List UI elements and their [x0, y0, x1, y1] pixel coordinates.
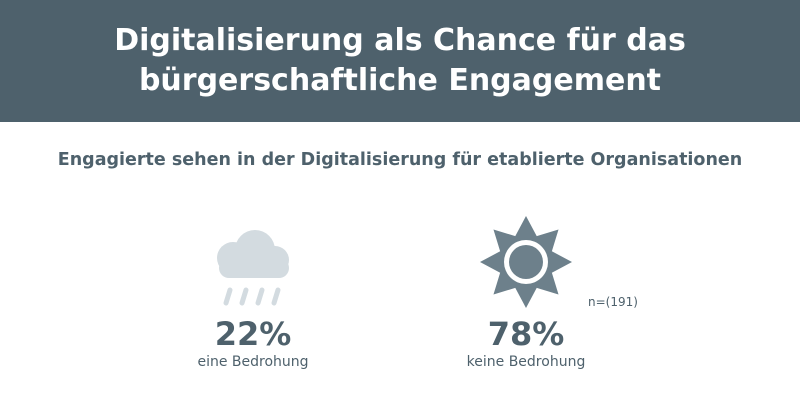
stat-value-no-threat: 78% [487, 315, 565, 353]
stat-label-threat: eine Bedrohung [197, 354, 309, 370]
page-title: Digitalisierung als Chance für das bürge… [114, 23, 686, 98]
rain-cloud-icon [217, 230, 289, 306]
stat-threat: 22% eine Bedrohung [133, 210, 373, 370]
sample-size-note: n=(191) [588, 295, 638, 309]
stat-value-threat: 22% [214, 315, 292, 353]
header-banner: Digitalisierung als Chance für das bürge… [0, 0, 800, 122]
sun-icon [480, 216, 572, 308]
chart-subtitle: Engagierte sehen in der Digitalisierung … [57, 150, 743, 170]
stat-label-no-threat: keine Bedrohung [466, 354, 586, 370]
stat-no-threat: 78% keine Bedrohung [406, 210, 646, 370]
